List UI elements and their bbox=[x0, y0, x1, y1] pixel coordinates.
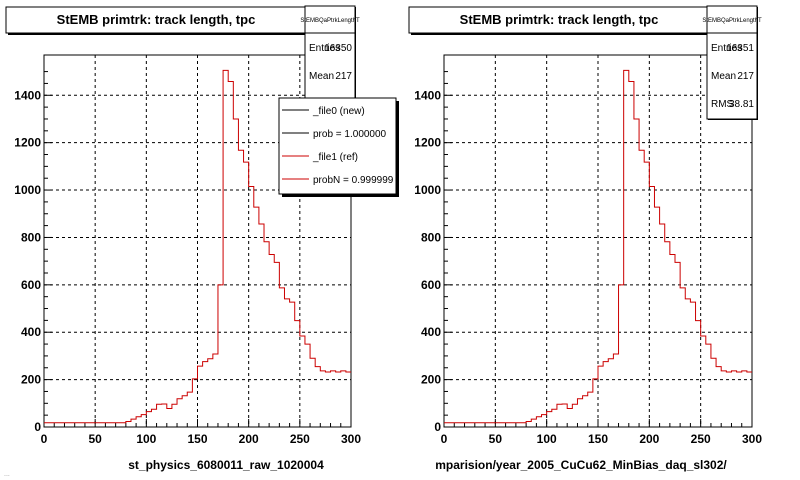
y-tick-label: 1400 bbox=[14, 88, 41, 102]
legend-label: prob = 1.000000 bbox=[313, 129, 387, 140]
stats-value-mean: 217 bbox=[335, 71, 352, 82]
y-tick-label: 400 bbox=[421, 325, 441, 339]
legend-label: probN = 0.999999 bbox=[313, 175, 394, 186]
y-tick-label: 0 bbox=[434, 420, 441, 434]
stats-value-rms: 38.81 bbox=[729, 99, 754, 110]
x-tick-label: 150 bbox=[187, 432, 207, 446]
chart-title: StEMB primtrk: track length, tpc bbox=[460, 12, 659, 27]
x-tick-label: 150 bbox=[588, 432, 608, 446]
y-tick-label: 400 bbox=[21, 325, 41, 339]
x-tick-label: 100 bbox=[537, 432, 557, 446]
x-tick-label: 200 bbox=[239, 432, 259, 446]
footer-text: ... bbox=[4, 471, 10, 478]
title-box bbox=[5, 6, 307, 34]
stats-box bbox=[706, 5, 758, 120]
y-tick-label: 1400 bbox=[414, 88, 441, 102]
legend-box bbox=[278, 97, 397, 195]
y-tick-label: 800 bbox=[21, 230, 41, 244]
y-tick-label: 800 bbox=[421, 230, 441, 244]
stats-label-mean: Mean bbox=[309, 71, 334, 82]
stats-label-mean: Mean bbox=[711, 71, 736, 82]
histogram-line bbox=[444, 69, 752, 424]
y-tick-label: 1000 bbox=[414, 183, 441, 197]
x-axis-label: st_physics_6080011_raw_1020004 bbox=[128, 458, 324, 472]
y-tick-label: 200 bbox=[21, 373, 41, 387]
x-tick-label: 0 bbox=[441, 432, 448, 446]
y-tick-label: 1200 bbox=[14, 136, 41, 150]
histogram-panel-left: 0 50 100 150 200 250 300 0 200 400 600 800 1000 1200 1… bbox=[5, 5, 399, 472]
x-tick-label: 50 bbox=[88, 432, 102, 446]
histogram-panel-right: 0 50 100 150 200 250 300 0 200 400 600 800 1000 1200 1… bbox=[408, 5, 762, 472]
stats-label-entries: Entries bbox=[711, 43, 742, 54]
stats-value-entries: 16351 bbox=[726, 43, 754, 54]
x-tick-label: 250 bbox=[691, 432, 711, 446]
legend-label: _file0 (new) bbox=[312, 106, 365, 117]
stats-value-mean: 217 bbox=[737, 71, 754, 82]
x-tick-label: 250 bbox=[290, 432, 310, 446]
x-axis-label: mparision/year_2005_CuCu62_MinBias_daq_s… bbox=[435, 458, 727, 472]
x-tick-label: 300 bbox=[742, 432, 762, 446]
stats-name: StEMBQaPtrkLengthT bbox=[300, 18, 360, 24]
x-tick-label: 300 bbox=[341, 432, 361, 446]
y-tick-label: 1200 bbox=[414, 136, 441, 150]
stats-value-entries: 16350 bbox=[324, 43, 352, 54]
x-tick-label: 0 bbox=[41, 432, 48, 446]
chart-title: StEMB primtrk: track length, tpc bbox=[57, 12, 256, 27]
stats-label-entries: Entries bbox=[309, 43, 340, 54]
stats-name: StEMBQaPtrkLengthT bbox=[702, 18, 762, 24]
legend-label: _file1 (ref) bbox=[312, 152, 358, 163]
y-tick-label: 200 bbox=[421, 373, 441, 387]
y-tick-label: 600 bbox=[21, 278, 41, 292]
y-tick-label: 600 bbox=[421, 278, 441, 292]
y-tick-label: 1000 bbox=[14, 183, 41, 197]
y-tick-label: 0 bbox=[34, 420, 41, 434]
stats-label-rms: RMS bbox=[711, 99, 734, 110]
histogram-line bbox=[44, 69, 351, 424]
title-box bbox=[408, 6, 710, 34]
x-tick-label: 200 bbox=[639, 432, 659, 446]
x-tick-label: 50 bbox=[489, 432, 503, 446]
x-tick-label: 100 bbox=[136, 432, 156, 446]
